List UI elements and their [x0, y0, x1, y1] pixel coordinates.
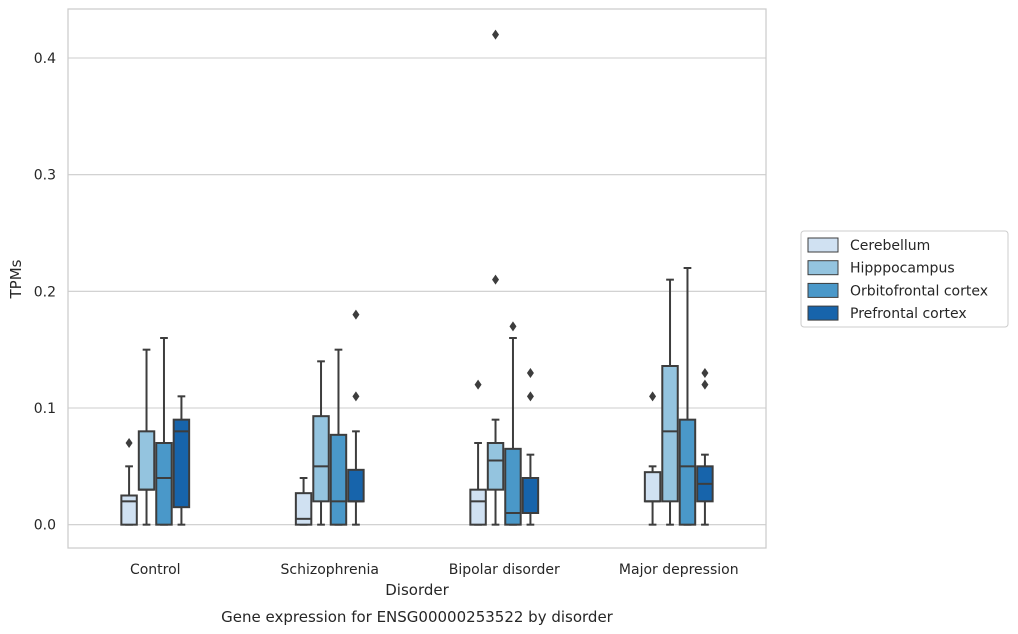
- x-tick-label: Major depression: [619, 562, 739, 578]
- box-orbitofrontal-cortex: [155, 337, 173, 526]
- box-iqr: [469, 488, 487, 526]
- box-hipppocampus: [486, 29, 505, 526]
- box-cerebellum: [294, 477, 313, 526]
- y-tick-label: 0.2: [34, 284, 56, 300]
- y-tick-labels: 0.0 0.1 0.2 0.3 0.4: [34, 51, 56, 534]
- y-tick-label: 0.3: [34, 168, 56, 184]
- legend-swatch: [807, 260, 839, 276]
- box-iqr: [643, 471, 662, 503]
- box-hipppocampus: [312, 360, 330, 526]
- outlier-point: [352, 309, 360, 320]
- y-axis-title: TPMs: [7, 259, 25, 299]
- y-tick-label: 0.4: [34, 51, 56, 67]
- legend-item: Cerebellum: [807, 237, 930, 254]
- box-prefrontal-cortex: [172, 395, 191, 526]
- legend-label: Hipppocampus: [850, 261, 955, 277]
- box-prefrontal-cortex: [521, 368, 540, 526]
- outlier-point: [352, 391, 360, 402]
- outlier-point: [701, 368, 709, 378]
- outlier-point: [526, 391, 534, 402]
- y-tick-label: 0.1: [34, 401, 56, 417]
- outlier-point: [649, 391, 657, 402]
- box-iqr: [120, 494, 138, 526]
- box-cerebellum: [643, 391, 662, 526]
- legend-swatch: [807, 282, 839, 298]
- legend-item: Prefrontal cortex: [807, 305, 967, 322]
- box-iqr: [312, 415, 330, 503]
- box-groups: [120, 29, 714, 526]
- box-iqr: [521, 477, 540, 514]
- box-iqr: [486, 442, 505, 491]
- box-iqr: [329, 433, 348, 526]
- outlier-point: [701, 379, 709, 390]
- legend-item: Orbitofrontal cortex: [807, 282, 988, 299]
- legend-label: Prefrontal cortex: [850, 306, 967, 322]
- box-iqr: [137, 430, 156, 491]
- legend-swatch: [807, 237, 839, 253]
- legend-label: Cerebellum: [850, 238, 930, 254]
- outlier-point: [526, 368, 534, 378]
- box-iqr: [347, 468, 365, 503]
- outlier-point: [125, 438, 133, 448]
- x-tick-label: Control: [130, 562, 181, 578]
- box-iqr: [661, 365, 679, 503]
- box-orbitofrontal-cortex: [329, 348, 348, 526]
- box-iqr: [172, 418, 191, 509]
- box-orbitofrontal-cortex: [504, 321, 522, 526]
- x-tick-labels: Control Schizophrenia Bipolar disorder Majo…: [130, 562, 739, 578]
- legend: Cerebellum Hipppocampus Orbitofrontal cort…: [800, 230, 1009, 328]
- box-cerebellum: [120, 438, 138, 526]
- box-iqr: [678, 418, 697, 526]
- outlier-point: [474, 379, 482, 390]
- chart-caption: Gene expression for ENSG00000253522 by d…: [221, 608, 614, 626]
- box-prefrontal-cortex: [696, 368, 714, 526]
- x-tick-label: Bipolar disorder: [449, 562, 560, 578]
- legend-label: Orbitofrontal cortex: [850, 283, 988, 299]
- outlier-point: [509, 321, 517, 332]
- box-orbitofrontal-cortex: [678, 267, 697, 526]
- box-prefrontal-cortex: [347, 309, 365, 526]
- x-axis-title: Disorder: [385, 581, 449, 599]
- legend-swatch: [807, 305, 839, 321]
- box-iqr: [504, 447, 522, 526]
- outlier-point: [492, 29, 500, 40]
- plot-area-frame: [67, 8, 767, 549]
- box-hipppocampus: [661, 278, 679, 526]
- legend-item: Hipppocampus: [807, 260, 955, 277]
- y-tick-label: 0.0: [34, 518, 56, 534]
- box-cerebellum: [469, 379, 487, 526]
- box-hipppocampus: [137, 348, 156, 526]
- box-iqr: [294, 492, 313, 526]
- x-tick-label: Schizophrenia: [281, 562, 379, 578]
- box-iqr: [155, 442, 173, 526]
- legend-frame: [800, 230, 1009, 328]
- outlier-point: [492, 274, 500, 285]
